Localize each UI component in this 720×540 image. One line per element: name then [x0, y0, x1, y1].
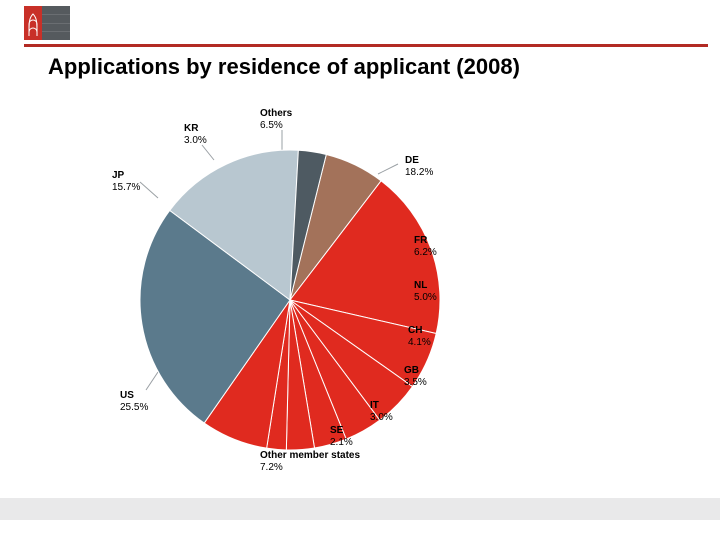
slice-label: SE2.1% — [330, 425, 353, 449]
slice-label: JP15.7% — [112, 170, 140, 194]
slice-label: Others6.5% — [260, 108, 292, 132]
footer-bar — [0, 498, 720, 520]
slice-label: NL5.0% — [414, 280, 437, 304]
slice-label: US25.5% — [120, 390, 148, 414]
pie-chart: Others6.5% DE18.2% FR6.2% NL5.0% CH4.1% GB3.5… — [0, 90, 720, 500]
logo-text — [42, 6, 70, 40]
header-rule — [24, 44, 708, 47]
slice-label: CH4.1% — [408, 325, 431, 349]
page-title: Applications by residence of applicant (… — [48, 54, 520, 80]
slice-label: FR6.2% — [414, 235, 437, 259]
pie-svg — [0, 90, 720, 500]
logo-mark — [24, 6, 42, 40]
slice-label: Other member states7.2% — [260, 450, 360, 474]
logo — [24, 6, 70, 40]
slice-label: DE18.2% — [405, 155, 433, 179]
slice-label: IT3.0% — [370, 400, 393, 424]
slice-label: KR3.0% — [184, 123, 207, 147]
slice-label: GB3.5% — [404, 365, 427, 389]
